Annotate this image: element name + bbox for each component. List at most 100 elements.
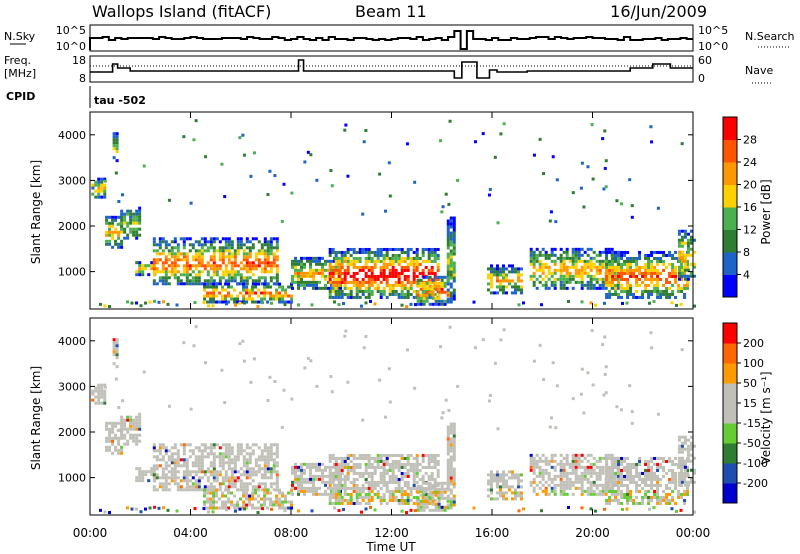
velocity-cell: [379, 498, 383, 502]
velocity-cell: [400, 474, 404, 478]
velocity-cell: [425, 481, 429, 485]
velocity-cell: [532, 480, 536, 484]
power-cell: [334, 283, 338, 287]
velocity-cell: [182, 464, 186, 468]
power-cell: [336, 277, 339, 281]
velocity-cell: [605, 498, 609, 502]
power-cell: [254, 255, 258, 259]
power-cell: [489, 267, 493, 271]
velocity-cell: [120, 445, 124, 449]
power-cell: [513, 285, 517, 289]
power-cell: [529, 259, 533, 263]
velocity-cell: [686, 480, 690, 484]
power-cell: [571, 191, 575, 195]
velocity-cell: [568, 462, 572, 466]
velocity-cell: [294, 474, 297, 478]
power-cell: [260, 291, 264, 295]
power-cell: [194, 279, 198, 283]
velocity-cell: [200, 458, 204, 462]
velocity-cell: [123, 433, 127, 437]
velocity-cell: [418, 468, 422, 472]
power-cell: [331, 286, 335, 290]
power-cell: [403, 268, 407, 272]
velocity-cell: [686, 489, 690, 493]
velocity-cell: [415, 468, 419, 472]
velocity-cell: [504, 473, 508, 477]
power-cell: [206, 294, 210, 298]
velocity-cell: [297, 468, 300, 472]
power-cell: [583, 262, 587, 266]
power-cell: [346, 259, 350, 263]
y-tick-label: 2000: [58, 426, 86, 439]
velocity-cell: [158, 449, 162, 453]
colorbar-segment: [723, 229, 737, 253]
power-cell: [209, 300, 213, 304]
velocity-cell: [421, 474, 425, 478]
power-cell: [589, 256, 593, 260]
power-cell: [400, 283, 404, 287]
velocity-cell: [212, 500, 216, 504]
power-cell: [291, 286, 294, 290]
velocity-cell: [579, 392, 583, 396]
velocity-cell: [674, 462, 678, 466]
velocity-cell: [421, 492, 425, 496]
power-cell: [680, 229, 684, 233]
velocity-cell: [254, 497, 258, 501]
power-cell: [164, 255, 168, 259]
power-cell: [367, 277, 371, 281]
power-cell: [242, 294, 246, 298]
power-cell: [422, 293, 426, 297]
velocity-cell: [115, 347, 119, 351]
velocity-cell: [248, 458, 252, 462]
power-cell: [218, 252, 222, 256]
power-cell: [153, 299, 156, 303]
power-cell: [449, 276, 453, 280]
velocity-cell: [501, 494, 505, 498]
power-cell: [653, 250, 657, 254]
power-cell: [574, 274, 578, 278]
power-cell: [406, 295, 410, 299]
velocity-cell: [656, 498, 660, 502]
velocity-cell: [452, 470, 456, 474]
power-cell: [689, 262, 693, 266]
power-cell: [309, 274, 312, 278]
velocity-cell: [164, 446, 168, 450]
power-cell: [519, 291, 523, 295]
y-tick-label: 1000: [58, 472, 86, 485]
velocity-cell: [364, 480, 368, 484]
velocity-cell: [406, 495, 410, 499]
power-cell: [538, 253, 542, 257]
velocity-cell: [553, 474, 557, 478]
power-cell: [315, 286, 318, 290]
power-cell: [238, 301, 242, 305]
velocity-cell: [592, 483, 596, 487]
velocity-cell: [120, 415, 124, 419]
velocity-cell: [495, 497, 499, 501]
colorbar-tick-label: 200: [743, 337, 764, 350]
power-cell: [152, 243, 156, 247]
velocity-cell: [416, 484, 420, 488]
velocity-cell: [182, 452, 186, 456]
power-cell: [452, 240, 456, 244]
velocity-cell: [117, 442, 121, 446]
power-cell: [443, 281, 447, 285]
velocity-cell: [334, 495, 338, 499]
power-cell: [245, 258, 249, 262]
velocity-cell: [135, 424, 139, 428]
velocity-cell: [611, 474, 615, 478]
velocity-cell: [324, 480, 327, 484]
power-cell: [626, 250, 630, 254]
velocity-cell: [215, 479, 219, 483]
velocity-cell: [173, 458, 177, 462]
power-cell: [209, 297, 213, 301]
power-cell: [194, 273, 198, 277]
velocity-cell: [394, 459, 398, 463]
velocity-cell: [449, 431, 453, 435]
velocity-cell: [680, 477, 684, 481]
power-cell: [233, 255, 237, 259]
velocity-cell: [589, 486, 593, 490]
power-cell: [544, 262, 548, 266]
velocity-cell: [562, 474, 566, 478]
velocity-cell: [620, 489, 624, 493]
velocity-cell: [173, 443, 177, 447]
